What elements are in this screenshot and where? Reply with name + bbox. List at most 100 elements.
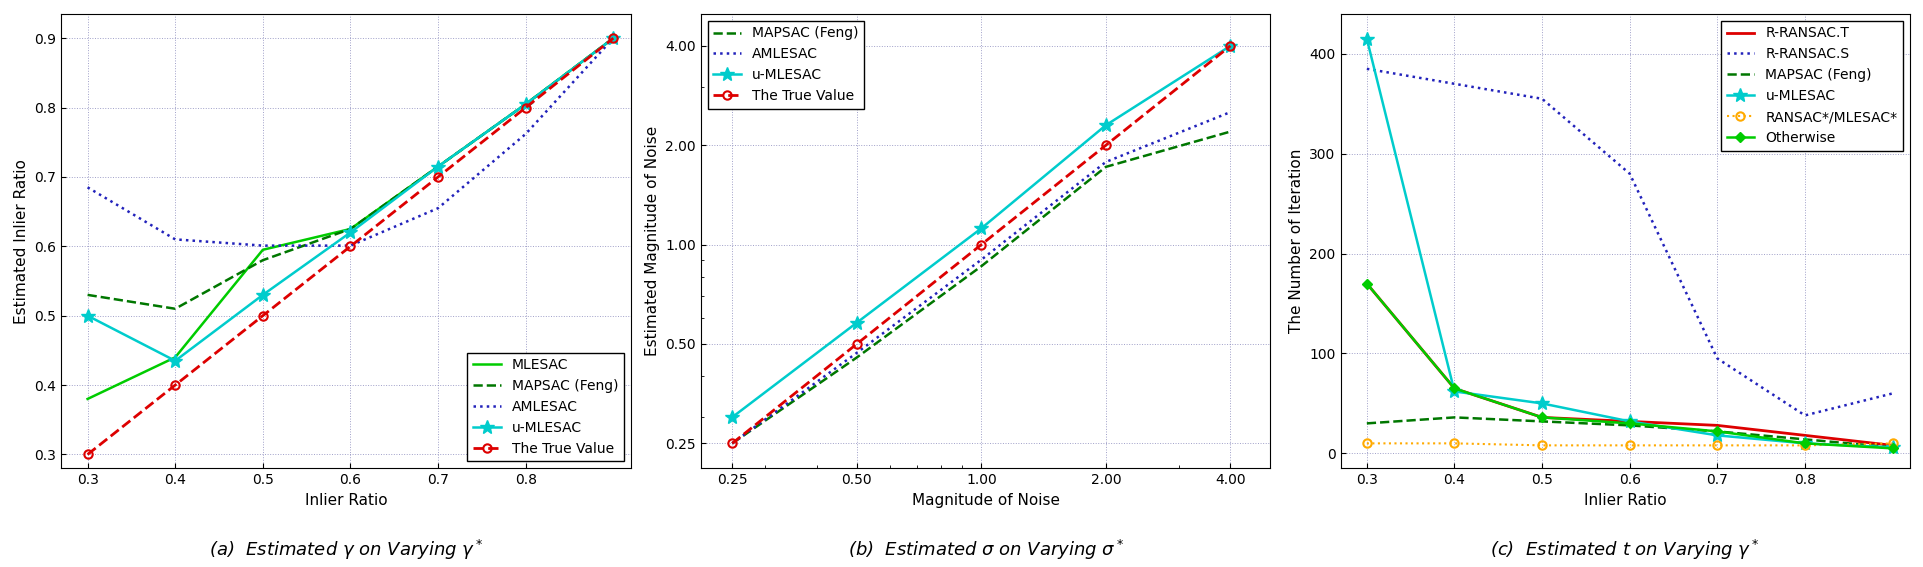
u-MLESAC: [1617, 418, 1640, 425]
Otherwise: [1706, 428, 1729, 435]
u-MLESAC: [1529, 400, 1552, 407]
AMLESAC: [844, 349, 867, 356]
RANSAC*/MLESAC*: [1442, 440, 1465, 447]
MLESAC: [163, 354, 187, 361]
AMLESAC: [602, 35, 625, 41]
The True Value: [602, 35, 625, 41]
Line: u-MLESAC: u-MLESAC: [725, 39, 1236, 424]
MAPSAC (Feng): [721, 440, 744, 447]
The True Value: [513, 104, 537, 111]
Text: (a)  Estimated $\gamma$ on Varying $\gamma^*$: (a) Estimated $\gamma$ on Varying $\gamm…: [210, 538, 483, 562]
MLESAC: [252, 247, 275, 253]
Line: u-MLESAC: u-MLESAC: [1360, 32, 1898, 454]
MAPSAC (Feng): [252, 257, 275, 264]
The True Value: [1094, 142, 1117, 149]
MAPSAC (Feng): [1792, 436, 1815, 443]
Y-axis label: Estimated Magnitude of Noise: Estimated Magnitude of Noise: [644, 126, 660, 356]
R-RANSAC.S: [1617, 170, 1640, 177]
u-MLESAC: [513, 101, 537, 108]
u-MLESAC: [1354, 36, 1377, 43]
Line: MLESAC: MLESAC: [88, 38, 613, 399]
Y-axis label: Estimated Inlier Ratio: Estimated Inlier Ratio: [13, 159, 29, 324]
MAPSAC (Feng): [1529, 418, 1552, 425]
RANSAC*/MLESAC*: [1881, 440, 1904, 447]
R-RANSAC.T: [1529, 414, 1552, 421]
u-MLESAC: [721, 414, 744, 421]
The True Value: [427, 174, 450, 180]
Line: MAPSAC (Feng): MAPSAC (Feng): [1365, 417, 1892, 447]
Y-axis label: The Number of Iteration: The Number of Iteration: [1288, 149, 1304, 333]
AMLESAC: [1219, 109, 1242, 116]
MAPSAC (Feng): [602, 35, 625, 41]
u-MLESAC: [163, 357, 187, 364]
MAPSAC (Feng): [1706, 428, 1729, 435]
RANSAC*/MLESAC*: [1354, 440, 1377, 447]
MAPSAC (Feng): [1881, 444, 1904, 451]
u-MLESAC: [1706, 432, 1729, 439]
The True Value: [721, 440, 744, 447]
The True Value: [163, 382, 187, 388]
u-MLESAC: [252, 291, 275, 298]
R-RANSAC.S: [1792, 412, 1815, 419]
R-RANSAC.T: [1792, 432, 1815, 439]
Otherwise: [1881, 445, 1904, 452]
R-RANSAC.S: [1706, 355, 1729, 362]
MLESAC: [338, 226, 362, 232]
RANSAC*/MLESAC*: [1706, 442, 1729, 448]
AMLESAC: [1094, 159, 1117, 166]
MAPSAC (Feng): [513, 101, 537, 108]
MAPSAC (Feng): [1219, 128, 1242, 135]
The True Value: [252, 312, 275, 319]
X-axis label: Inlier Ratio: Inlier Ratio: [304, 493, 387, 508]
MAPSAC (Feng): [427, 163, 450, 170]
R-RANSAC.T: [1354, 280, 1377, 287]
u-MLESAC: [1881, 444, 1904, 451]
u-MLESAC: [1792, 440, 1815, 447]
X-axis label: Inlier Ratio: Inlier Ratio: [1583, 493, 1665, 508]
u-MLESAC: [602, 35, 625, 41]
The True Value: [1219, 43, 1242, 49]
u-MLESAC: [1442, 388, 1465, 395]
AMLESAC: [338, 242, 362, 249]
Line: AMLESAC: AMLESAC: [88, 38, 613, 246]
R-RANSAC.S: [1442, 81, 1465, 87]
Otherwise: [1354, 280, 1377, 287]
AMLESAC: [969, 256, 992, 263]
AMLESAC: [513, 130, 537, 137]
R-RANSAC.S: [1881, 390, 1904, 397]
Legend: MAPSAC (Feng), AMLESAC, u-MLESAC, The True Value: MAPSAC (Feng), AMLESAC, u-MLESAC, The Tr…: [708, 21, 863, 109]
MAPSAC (Feng): [338, 226, 362, 232]
Line: MAPSAC (Feng): MAPSAC (Feng): [733, 132, 1231, 443]
Line: R-RANSAC.S: R-RANSAC.S: [1365, 69, 1892, 416]
R-RANSAC.T: [1442, 385, 1465, 392]
X-axis label: Magnitude of Noise: Magnitude of Noise: [912, 493, 1060, 508]
u-MLESAC: [77, 312, 100, 319]
Legend: R-RANSAC.T, R-RANSAC.S, MAPSAC (Feng), u-MLESAC, RANSAC*/MLESAC*, Otherwise: R-RANSAC.T, R-RANSAC.S, MAPSAC (Feng), u…: [1721, 21, 1902, 151]
Otherwise: [1792, 440, 1815, 447]
Line: The True Value: The True Value: [727, 42, 1235, 447]
Line: RANSAC*/MLESAC*: RANSAC*/MLESAC*: [1361, 439, 1896, 450]
u-MLESAC: [1219, 43, 1242, 49]
AMLESAC: [163, 236, 187, 243]
AMLESAC: [252, 242, 275, 249]
Text: (c)  Estimated $t$ on Varying $\gamma^*$: (c) Estimated $t$ on Varying $\gamma^*$: [1490, 538, 1760, 562]
R-RANSAC.S: [1354, 65, 1377, 72]
Otherwise: [1442, 385, 1465, 392]
R-RANSAC.T: [1706, 422, 1729, 429]
MAPSAC (Feng): [163, 306, 187, 312]
RANSAC*/MLESAC*: [1792, 442, 1815, 448]
AMLESAC: [77, 184, 100, 191]
R-RANSAC.S: [1529, 95, 1552, 102]
Legend: MLESAC, MAPSAC (Feng), AMLESAC, u-MLESAC, The True Value: MLESAC, MAPSAC (Feng), AMLESAC, u-MLESAC…: [467, 353, 623, 462]
Line: The True Value: The True Value: [83, 34, 617, 459]
Line: u-MLESAC: u-MLESAC: [81, 31, 619, 368]
RANSAC*/MLESAC*: [1529, 442, 1552, 448]
Otherwise: [1529, 414, 1552, 421]
The True Value: [77, 451, 100, 458]
MAPSAC (Feng): [844, 354, 867, 361]
MLESAC: [513, 101, 537, 108]
MAPSAC (Feng): [1094, 163, 1117, 170]
MLESAC: [77, 396, 100, 403]
R-RANSAC.T: [1617, 418, 1640, 425]
Line: MAPSAC (Feng): MAPSAC (Feng): [88, 38, 613, 309]
